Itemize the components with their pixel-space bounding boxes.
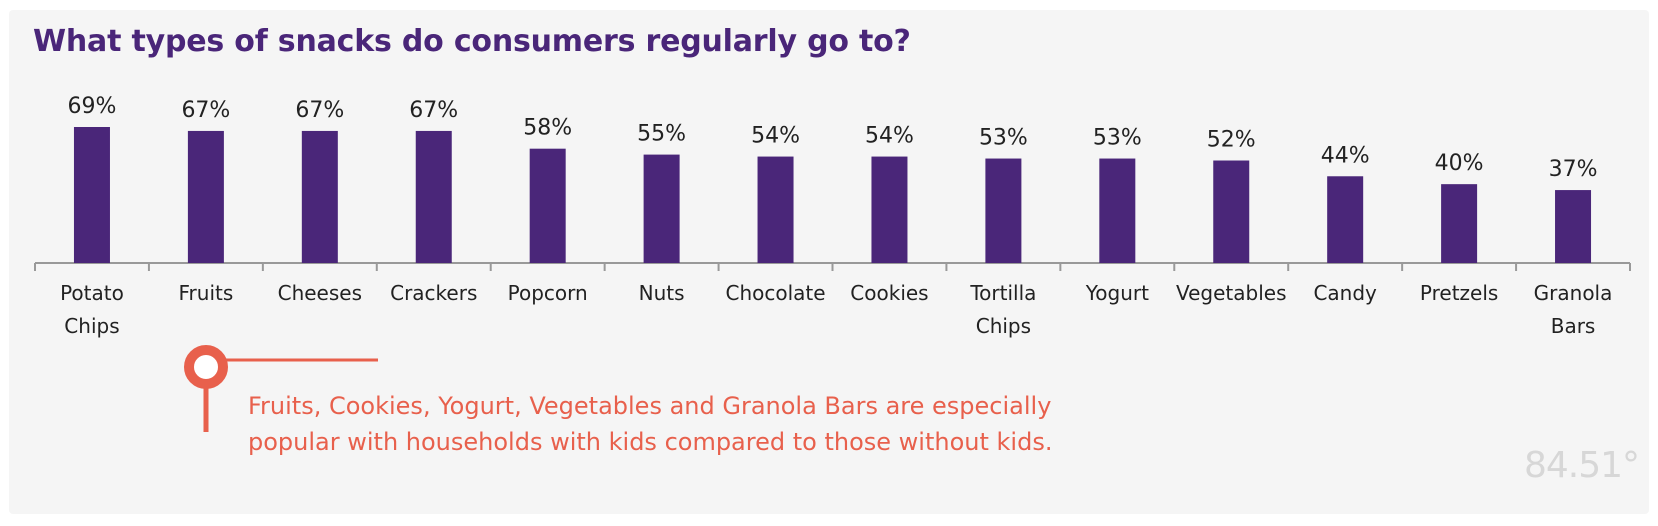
brand-logo: 84.51° — [1524, 445, 1640, 486]
category-label: Cookies — [850, 281, 928, 305]
bar-value-label: 67% — [409, 98, 458, 123]
bar — [1327, 176, 1364, 263]
annotation-text: Fruits, Cookies, Yogurt, Vegetables and … — [248, 392, 1053, 456]
bar — [757, 156, 794, 263]
bar-value-label: 58% — [523, 116, 572, 141]
category-label: Fruits — [179, 281, 234, 305]
bar — [1213, 160, 1250, 263]
category-label: Granola Bars — [1534, 281, 1613, 338]
category-label: Cheeses — [278, 281, 362, 305]
bar — [1441, 184, 1478, 263]
bar — [529, 148, 566, 263]
bar — [187, 130, 224, 263]
bar-value-label: 44% — [1321, 143, 1370, 168]
bar-value-label: 67% — [295, 98, 344, 123]
bar — [73, 127, 110, 263]
bar — [1555, 190, 1592, 263]
category-label: Crackers — [390, 281, 477, 305]
bar-value-label: 54% — [865, 124, 914, 149]
category-label: Potato Chips — [60, 281, 124, 338]
bar-value-label: 53% — [979, 126, 1028, 151]
bar-value-label: 53% — [1093, 126, 1142, 151]
bar-value-label: 52% — [1207, 128, 1256, 153]
callout-marker — [184, 345, 378, 432]
category-label: Pretzels — [1420, 281, 1498, 305]
bar — [985, 158, 1022, 263]
category-label: Popcorn — [508, 281, 588, 305]
bar-value-label: 37% — [1549, 157, 1598, 182]
bar — [643, 154, 680, 263]
category-label: Vegetables — [1176, 281, 1287, 305]
category-label: Nuts — [639, 281, 685, 305]
bar-value-label: 67% — [181, 98, 230, 123]
bar — [871, 156, 908, 263]
bar — [415, 130, 452, 263]
bar-value-label: 55% — [637, 122, 686, 147]
chart-title: What types of snacks do consumers regula… — [33, 24, 911, 59]
bar-value-label: 69% — [68, 94, 117, 119]
category-label: Chocolate — [725, 281, 825, 305]
category-label: Yogurt — [1085, 281, 1149, 305]
category-label: Tortilla Chips — [969, 281, 1036, 338]
category-label: Candy — [1313, 281, 1377, 305]
bar — [301, 130, 338, 263]
bar-value-label: 54% — [751, 124, 800, 149]
bar — [1099, 158, 1136, 263]
bar-value-label: 40% — [1435, 151, 1484, 176]
